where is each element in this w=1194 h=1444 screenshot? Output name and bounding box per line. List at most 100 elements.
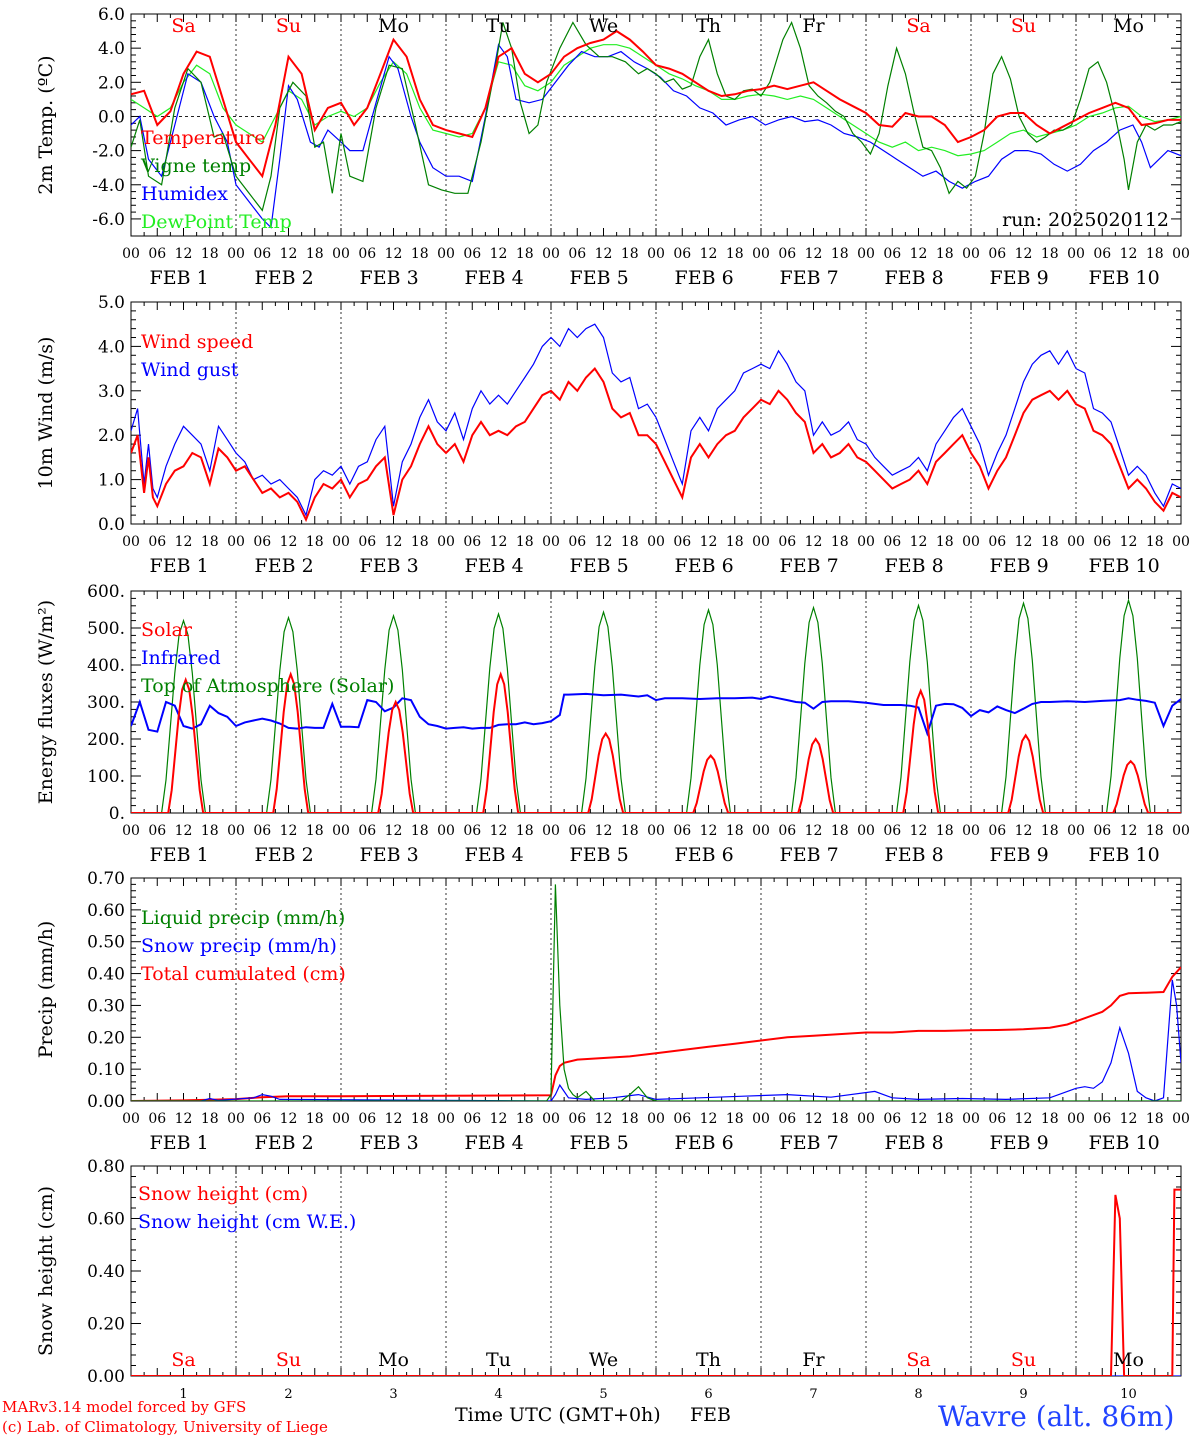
hour-tick-label: 18: [726, 823, 744, 839]
day-number-label: 1: [179, 1387, 187, 1402]
hour-tick-label: 00: [1067, 823, 1085, 839]
series-line-wind-gust: [131, 323, 1181, 517]
hour-tick-label: 12: [385, 534, 403, 550]
day-of-week-label: Th: [696, 1349, 721, 1371]
hour-tick-label: 00: [647, 1111, 665, 1127]
y-axis-title: Precip (mm/h): [35, 921, 57, 1059]
hour-tick-label: 12: [1120, 246, 1138, 262]
date-label: FEB 4: [465, 267, 524, 289]
hour-tick-label: 06: [778, 534, 796, 550]
date-label: FEB 9: [990, 1132, 1049, 1154]
y-tick-label: 100.: [87, 767, 125, 787]
date-label: FEB 10: [1089, 267, 1160, 289]
series-group: [131, 598, 1181, 813]
hour-tick-label: 12: [700, 534, 718, 550]
date-label: FEB 9: [990, 555, 1049, 577]
hour-tick-label: 06: [778, 1111, 796, 1127]
credit-line-1: MARv3.14 model forced by GFS: [2, 1398, 247, 1416]
hour-tick-label: 06: [673, 534, 691, 550]
date-label: FEB 2: [255, 267, 314, 289]
date-label: FEB 3: [360, 844, 419, 866]
hour-tick-label: 00: [227, 534, 245, 550]
hour-tick-label: 00: [122, 1111, 140, 1127]
day-of-week-label: Tu: [486, 1349, 511, 1371]
hour-tick-label: 12: [595, 534, 613, 550]
y-tick-label: 0.30: [87, 996, 125, 1016]
hour-tick-label: 00: [752, 1111, 770, 1127]
date-label: FEB 1: [150, 555, 209, 577]
legend-entry: Vigne temp: [140, 155, 251, 177]
date-label: FEB 9: [990, 844, 1049, 866]
hour-tick-label: 12: [595, 823, 613, 839]
hour-tick-label: 00: [857, 534, 875, 550]
date-label: FEB 4: [465, 1132, 524, 1154]
day-number-label: 7: [809, 1387, 817, 1402]
hour-tick-label: 06: [148, 823, 166, 839]
y-tick-label: 4.0: [98, 337, 125, 357]
date-label: FEB 9: [990, 267, 1049, 289]
hour-tick-label: 12: [175, 1111, 193, 1127]
hour-tick-label: 12: [805, 246, 823, 262]
hour-tick-label: 12: [910, 534, 928, 550]
y-tick-label: 0.40: [87, 1262, 125, 1282]
y-tick-label: 200.: [87, 730, 125, 750]
legend-entry: Infrared: [141, 647, 221, 669]
hour-tick-label: 12: [1120, 1111, 1138, 1127]
day-number-label: 10: [1120, 1387, 1137, 1402]
hour-tick-label: 18: [831, 246, 849, 262]
y-tick-label: 0.60: [87, 901, 125, 921]
hour-tick-label: 18: [936, 823, 954, 839]
hour-tick-label: 06: [1093, 823, 1111, 839]
hour-tick-label: 12: [1015, 246, 1033, 262]
hour-tick-label: 00: [1067, 246, 1085, 262]
hour-tick-label: 18: [516, 246, 534, 262]
hour-tick-label: 12: [490, 1111, 508, 1127]
hour-tick-label: 00: [332, 823, 350, 839]
hour-tick-label: 00: [1172, 1111, 1190, 1127]
hour-tick-label: 00: [227, 1111, 245, 1127]
hour-tick-label: 18: [516, 1111, 534, 1127]
date-label: FEB 4: [465, 844, 524, 866]
hour-tick-label: 18: [726, 246, 744, 262]
hour-tick-label: 06: [883, 534, 901, 550]
hour-tick-label: 12: [700, 823, 718, 839]
date-label: FEB 2: [255, 844, 314, 866]
hour-tick-label: 06: [1093, 1111, 1111, 1127]
hour-tick-label: 12: [280, 823, 298, 839]
date-label: FEB 7: [780, 844, 839, 866]
x-axis-title: Time UTC (GMT+0h): [455, 1404, 661, 1426]
hour-tick-label: 18: [1146, 534, 1164, 550]
day-of-week-label: Fr: [802, 1349, 825, 1371]
hour-tick-label: 18: [831, 823, 849, 839]
hour-tick-label: 12: [385, 823, 403, 839]
hour-tick-label: 06: [463, 1111, 481, 1127]
date-label: FEB 8: [885, 844, 944, 866]
hour-tick-label: 18: [411, 534, 429, 550]
hour-tick-label: 12: [1015, 1111, 1033, 1127]
day-of-week-label: Sa: [171, 15, 195, 37]
hour-tick-label: 18: [411, 1111, 429, 1127]
day-number-label: 3: [389, 1387, 397, 1402]
y-tick-label: 0.00: [87, 1092, 125, 1112]
hour-tick-label: 18: [201, 246, 219, 262]
day-of-week-label: Su: [276, 1349, 301, 1371]
credit-line-2: (c) Lab. of Climatology, University of L…: [2, 1418, 328, 1436]
hour-tick-label: 12: [910, 246, 928, 262]
hour-tick-label: 00: [857, 1111, 875, 1127]
y-tick-label: 5.0: [98, 293, 125, 313]
day-of-week-label: Sa: [171, 1349, 195, 1371]
hour-tick-label: 18: [831, 534, 849, 550]
hour-tick-label: 12: [280, 246, 298, 262]
hour-tick-label: 00: [437, 1111, 455, 1127]
hour-tick-label: 00: [752, 534, 770, 550]
legend-entry: Snow height (cm): [138, 1183, 308, 1205]
hour-tick-label: 12: [175, 246, 193, 262]
hour-tick-label: 18: [1146, 246, 1164, 262]
hour-tick-label: 00: [122, 246, 140, 262]
hour-tick-label: 06: [673, 823, 691, 839]
y-axis-title: 2m Temp. (ºC): [35, 55, 57, 194]
hour-tick-label: 18: [831, 1111, 849, 1127]
hour-tick-label: 06: [988, 246, 1006, 262]
hour-tick-label: 18: [1041, 534, 1059, 550]
